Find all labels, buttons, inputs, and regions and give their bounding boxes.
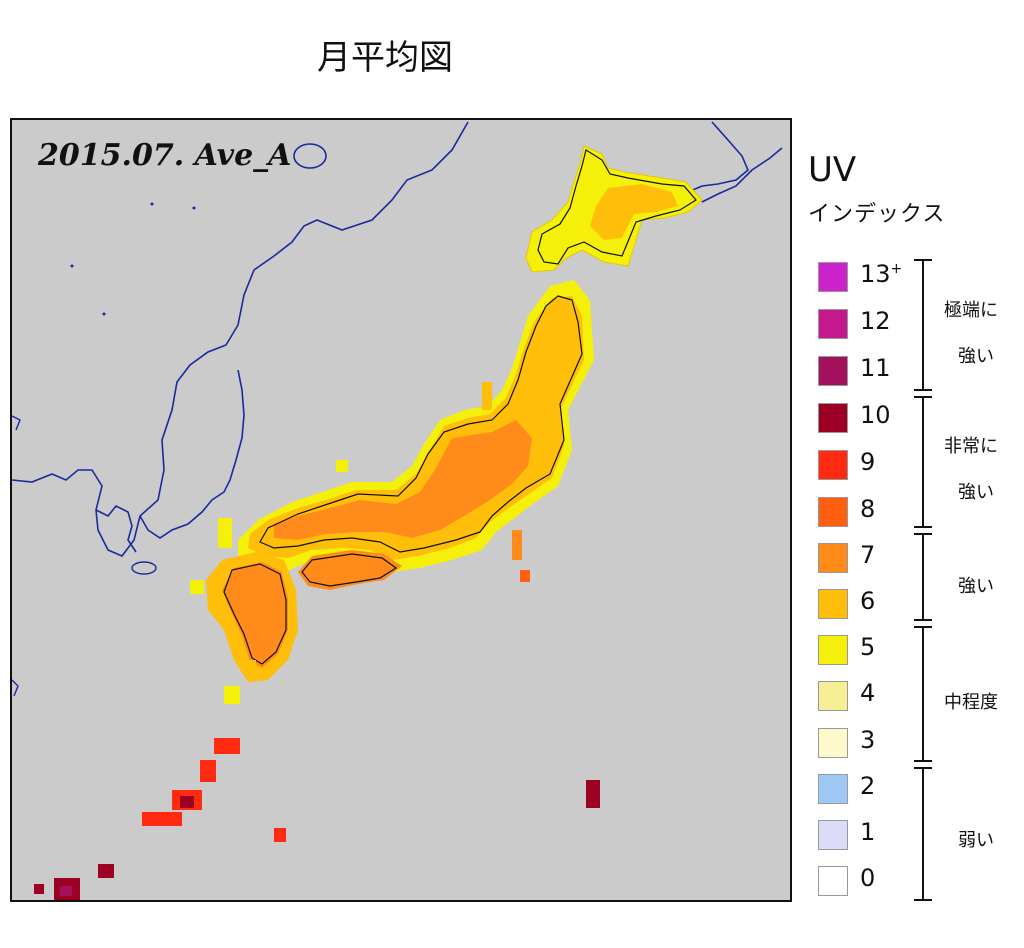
bracket-cap <box>914 760 932 762</box>
level-label: 1 <box>860 818 876 846</box>
swatch <box>818 450 848 480</box>
korea-west-coast <box>95 504 137 553</box>
level-superscript: + <box>890 261 903 277</box>
legend-item-11: 11 <box>818 352 928 388</box>
uv-map: 2015.07. Ave_A <box>10 118 792 902</box>
honshu-coastline <box>259 295 583 553</box>
legend-item-5: 5 <box>818 631 928 667</box>
island-coastline <box>12 679 19 697</box>
legend-item-4: 4 <box>818 677 928 713</box>
level-label: 7 <box>860 541 876 569</box>
swatch <box>818 356 848 386</box>
legend-subtitle: インデックス <box>808 202 946 227</box>
swatch <box>818 681 848 711</box>
legend-item-6: 6 <box>818 585 928 621</box>
legend-item-1: 1 <box>818 816 928 852</box>
swatch <box>818 728 848 758</box>
bracket-moderate <box>922 626 924 760</box>
category-extreme-line2: 強い <box>958 346 994 367</box>
level-label: 6 <box>860 587 876 615</box>
continent-coastline <box>12 121 469 557</box>
bracket-cap <box>914 389 932 391</box>
level-label: 11 <box>860 354 891 382</box>
legend-item-9: 9 <box>818 446 928 482</box>
kuril-coastline <box>701 147 783 203</box>
swatch <box>818 403 848 433</box>
swatch <box>818 497 848 527</box>
bracket-strong <box>922 533 924 619</box>
legend-item-13: 13+ <box>818 258 928 294</box>
bracket-cap <box>914 526 932 528</box>
category-very-strong-line1: 非常に <box>944 436 998 457</box>
map-period-label: 2015.07. Ave_A <box>38 138 292 173</box>
bracket-weak <box>922 767 924 899</box>
swatch <box>818 262 848 292</box>
swatch <box>818 774 848 804</box>
legend-item-3: 3 <box>818 724 928 760</box>
legend-item-2: 2 <box>818 770 928 806</box>
bracket-very-strong <box>922 396 924 526</box>
shikoku-coastline <box>301 553 398 587</box>
swatch <box>818 866 848 896</box>
honshu-uv-6 <box>248 296 584 560</box>
island-coastline <box>12 415 21 431</box>
island-coastline <box>131 561 157 575</box>
category-weak: 弱い <box>958 830 994 851</box>
legend-title: UV <box>808 150 857 190</box>
level-label: 12 <box>860 307 891 335</box>
legend-item-7: 7 <box>818 539 928 575</box>
level-label: 2 <box>860 772 876 800</box>
legend-item-8: 8 <box>818 493 928 529</box>
shikoku-uv-7 <box>298 550 402 590</box>
bracket-extreme <box>922 259 924 389</box>
swatch <box>818 543 848 573</box>
map-canvas <box>12 121 783 900</box>
category-moderate: 中程度 <box>944 692 998 713</box>
level-label: 5 <box>860 633 876 661</box>
swatch <box>818 820 848 850</box>
legend-item-0: 0 <box>818 862 928 898</box>
level-label: 8 <box>860 495 876 523</box>
category-very-strong-line2: 強い <box>958 482 994 503</box>
kyushu-uv-7 <box>222 562 288 668</box>
page-title: 月平均図 <box>317 38 453 78</box>
legend-item-12: 12 <box>818 305 928 341</box>
category-strong: 強い <box>958 576 994 597</box>
level-label: 4 <box>860 679 876 707</box>
hokkaido-coastline <box>537 149 697 265</box>
honshu-uv-7 <box>274 420 532 540</box>
swatch <box>818 589 848 619</box>
legend-item-10: 10 <box>818 399 928 435</box>
swatch <box>818 309 848 339</box>
bracket-cap <box>914 899 932 901</box>
korea-coastline <box>139 369 245 539</box>
swatch <box>818 635 848 665</box>
sakhalin-coastline <box>687 121 749 193</box>
level-label: 3 <box>860 726 876 754</box>
hokkaido-uv-6 <box>590 184 678 240</box>
level-label: 9 <box>860 448 876 476</box>
bracket-cap <box>914 619 932 621</box>
kyushu-coastline <box>223 563 287 665</box>
level-label: 10 <box>860 401 891 429</box>
level-label: 13 <box>860 260 891 288</box>
island-coastline <box>293 143 327 169</box>
level-label: 0 <box>860 864 876 892</box>
category-extreme-line1: 極端に <box>944 300 998 321</box>
